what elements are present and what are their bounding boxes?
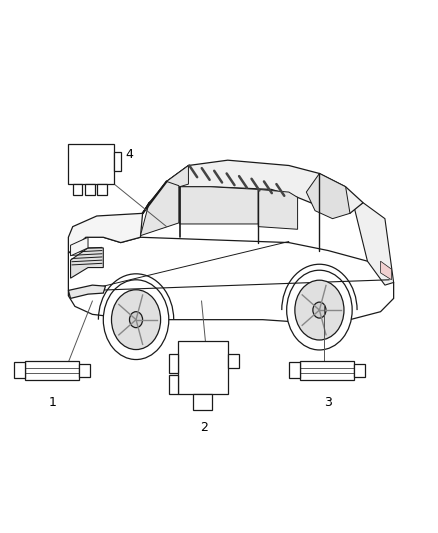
- Polygon shape: [169, 375, 177, 394]
- Polygon shape: [68, 285, 106, 298]
- Polygon shape: [71, 248, 103, 278]
- Polygon shape: [79, 364, 90, 376]
- Polygon shape: [14, 362, 25, 378]
- Circle shape: [130, 312, 143, 328]
- Polygon shape: [71, 237, 88, 256]
- Polygon shape: [180, 187, 258, 224]
- Polygon shape: [68, 213, 143, 253]
- Polygon shape: [306, 173, 350, 219]
- Polygon shape: [143, 160, 363, 213]
- Polygon shape: [258, 189, 297, 229]
- Polygon shape: [166, 165, 188, 192]
- Polygon shape: [177, 341, 228, 394]
- Circle shape: [313, 302, 326, 318]
- Polygon shape: [73, 184, 82, 195]
- Text: 3: 3: [324, 395, 332, 409]
- Circle shape: [287, 270, 352, 350]
- Polygon shape: [381, 261, 392, 280]
- Polygon shape: [143, 165, 188, 213]
- Text: 4: 4: [125, 148, 133, 161]
- Polygon shape: [300, 361, 354, 379]
- Text: 2: 2: [200, 421, 208, 434]
- Polygon shape: [228, 354, 239, 368]
- Circle shape: [103, 280, 169, 360]
- Polygon shape: [289, 362, 300, 378]
- Polygon shape: [354, 203, 394, 285]
- Text: 1: 1: [49, 395, 57, 409]
- Polygon shape: [97, 184, 107, 195]
- Polygon shape: [68, 144, 114, 184]
- Circle shape: [295, 280, 344, 340]
- Polygon shape: [193, 394, 212, 410]
- Polygon shape: [141, 181, 179, 236]
- Polygon shape: [85, 184, 95, 195]
- Circle shape: [112, 290, 161, 350]
- Polygon shape: [169, 354, 177, 373]
- Polygon shape: [68, 237, 394, 322]
- Polygon shape: [354, 364, 365, 376]
- Polygon shape: [25, 361, 79, 379]
- Polygon shape: [114, 152, 121, 171]
